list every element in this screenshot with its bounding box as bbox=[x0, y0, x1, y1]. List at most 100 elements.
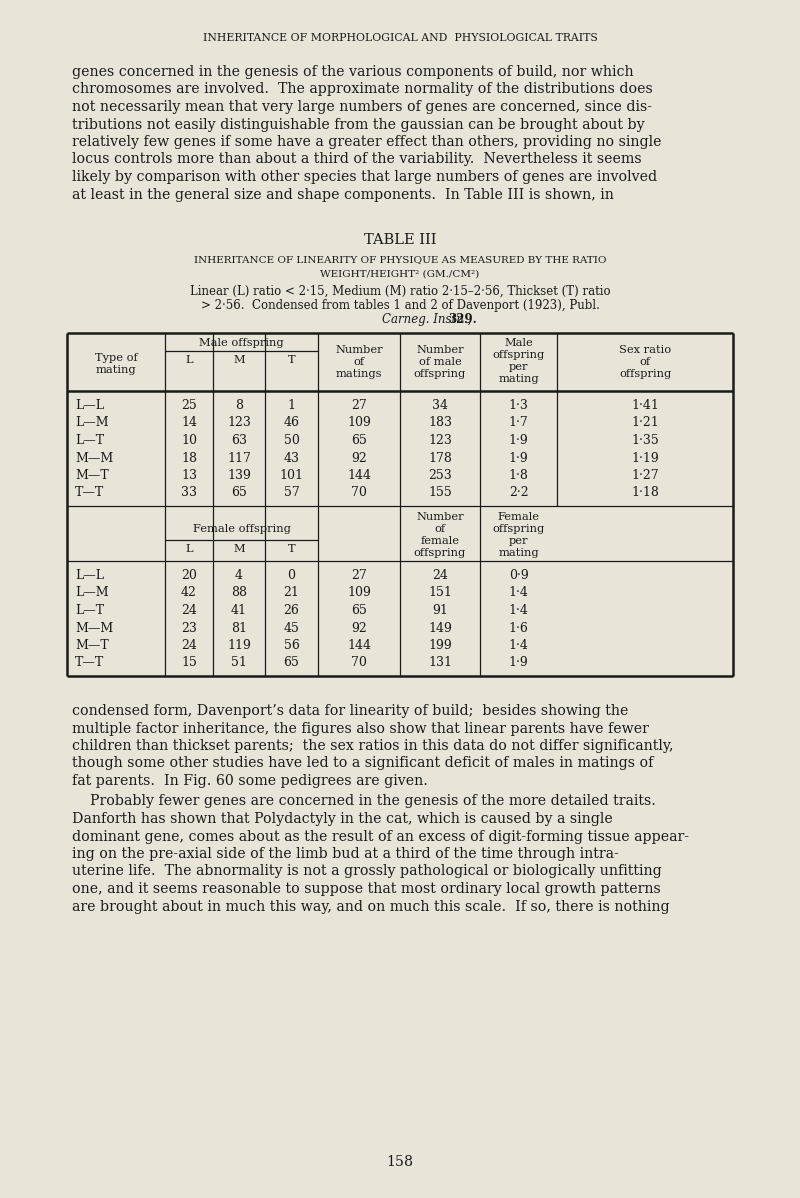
Text: M—M: M—M bbox=[75, 452, 114, 465]
Text: condensed form, Davenport’s data for linearity of build;  besides showing the: condensed form, Davenport’s data for lin… bbox=[72, 704, 628, 718]
Text: 1·3: 1·3 bbox=[509, 399, 529, 412]
Text: offspring: offspring bbox=[492, 350, 545, 361]
Text: L—M: L—M bbox=[75, 587, 109, 599]
Text: offspring: offspring bbox=[414, 547, 466, 558]
Text: 65: 65 bbox=[283, 657, 299, 670]
Text: 109: 109 bbox=[347, 587, 371, 599]
Text: 0: 0 bbox=[287, 569, 295, 582]
Text: 23: 23 bbox=[181, 622, 197, 635]
Text: L—T: L—T bbox=[75, 434, 104, 447]
Text: 199: 199 bbox=[428, 639, 452, 652]
Text: 65: 65 bbox=[351, 604, 367, 617]
Text: matings: matings bbox=[336, 369, 382, 379]
Text: L: L bbox=[186, 544, 193, 553]
Text: 20: 20 bbox=[181, 569, 197, 582]
Text: likely by comparison with other species that large numbers of genes are involved: likely by comparison with other species … bbox=[72, 170, 657, 184]
Text: 63: 63 bbox=[231, 434, 247, 447]
Text: offspring: offspring bbox=[492, 524, 545, 534]
Text: 1·18: 1·18 bbox=[631, 486, 659, 500]
Text: 18: 18 bbox=[181, 452, 197, 465]
Text: 91: 91 bbox=[432, 604, 448, 617]
Text: 27: 27 bbox=[351, 569, 367, 582]
Text: offspring: offspring bbox=[414, 369, 466, 379]
Text: 155: 155 bbox=[428, 486, 452, 500]
Text: Number: Number bbox=[416, 512, 464, 522]
Text: per: per bbox=[509, 362, 528, 373]
Text: M—T: M—T bbox=[75, 468, 109, 482]
Text: offspring: offspring bbox=[619, 369, 671, 379]
Text: 65: 65 bbox=[231, 486, 247, 500]
Text: 70: 70 bbox=[351, 486, 367, 500]
Text: 253: 253 bbox=[428, 468, 452, 482]
Text: INHERITANCE OF MORPHOLOGICAL AND  PHYSIOLOGICAL TRAITS: INHERITANCE OF MORPHOLOGICAL AND PHYSIOL… bbox=[202, 34, 598, 43]
Text: 57: 57 bbox=[284, 486, 299, 500]
Text: 1·4: 1·4 bbox=[509, 587, 529, 599]
Text: 56: 56 bbox=[283, 639, 299, 652]
Text: female: female bbox=[421, 536, 459, 546]
Text: Number: Number bbox=[335, 345, 383, 355]
Text: ing on the pre-axial side of the limb bud at a third of the time through intra-: ing on the pre-axial side of the limb bu… bbox=[72, 847, 618, 861]
Text: mating: mating bbox=[498, 374, 539, 385]
Text: 1·41: 1·41 bbox=[631, 399, 659, 412]
Text: 24: 24 bbox=[181, 639, 197, 652]
Text: relatively few genes if some have a greater effect than others, providing no sin: relatively few genes if some have a grea… bbox=[72, 135, 662, 149]
Text: T: T bbox=[288, 544, 295, 553]
Text: 1·35: 1·35 bbox=[631, 434, 659, 447]
Text: one, and it seems reasonable to suppose that most ordinary local growth patterns: one, and it seems reasonable to suppose … bbox=[72, 882, 661, 896]
Text: 101: 101 bbox=[279, 468, 303, 482]
Text: 27: 27 bbox=[351, 399, 367, 412]
Text: INHERITANCE OF LINEARITY OF PHYSIQUE AS MEASURED BY THE RATIO: INHERITANCE OF LINEARITY OF PHYSIQUE AS … bbox=[194, 255, 606, 264]
Text: tributions not easily distinguishable from the gaussian can be brought about by: tributions not easily distinguishable fr… bbox=[72, 117, 645, 132]
Text: 4: 4 bbox=[235, 569, 243, 582]
Text: 41: 41 bbox=[231, 604, 247, 617]
Text: 10: 10 bbox=[181, 434, 197, 447]
Text: 119: 119 bbox=[227, 639, 251, 652]
Text: at least in the general size and shape components.  In Table III is shown, in: at least in the general size and shape c… bbox=[72, 188, 614, 201]
Text: Probably fewer genes are concerned in the genesis of the more detailed traits.: Probably fewer genes are concerned in th… bbox=[72, 794, 656, 809]
Text: Linear (L) ratio < 2·15, Medium (M) ratio 2·15–2·56, Thickset (T) ratio: Linear (L) ratio < 2·15, Medium (M) rati… bbox=[190, 285, 610, 298]
Text: 1·19: 1·19 bbox=[631, 452, 659, 465]
Text: 24: 24 bbox=[432, 569, 448, 582]
Text: 123: 123 bbox=[227, 417, 251, 430]
Text: 14: 14 bbox=[181, 417, 197, 430]
Text: of: of bbox=[434, 524, 446, 534]
Text: L—T: L—T bbox=[75, 604, 104, 617]
Text: L—M: L—M bbox=[75, 417, 109, 430]
Text: 13: 13 bbox=[181, 468, 197, 482]
Text: children than thickset parents;  the sex ratios in this data do not differ signi: children than thickset parents; the sex … bbox=[72, 739, 674, 754]
Text: of male: of male bbox=[418, 357, 462, 367]
Text: 1·9: 1·9 bbox=[509, 657, 528, 670]
Text: Female: Female bbox=[498, 512, 539, 522]
Text: 0·9: 0·9 bbox=[509, 569, 528, 582]
Text: 42: 42 bbox=[181, 587, 197, 599]
Text: 92: 92 bbox=[351, 452, 367, 465]
Text: M: M bbox=[233, 355, 245, 365]
Text: multiple factor inheritance, the figures also show that linear parents have fewe: multiple factor inheritance, the figures… bbox=[72, 721, 649, 736]
Text: 34: 34 bbox=[432, 399, 448, 412]
Text: 1·7: 1·7 bbox=[509, 417, 528, 430]
Text: WEIGHT/HEIGHT² (GM./CM²): WEIGHT/HEIGHT² (GM./CM²) bbox=[320, 270, 480, 279]
Text: Male offspring: Male offspring bbox=[199, 338, 284, 347]
Text: 15: 15 bbox=[181, 657, 197, 670]
Text: T—T: T—T bbox=[75, 486, 104, 500]
Text: 88: 88 bbox=[231, 587, 247, 599]
Text: T: T bbox=[288, 355, 295, 365]
Text: dominant gene, comes about as the result of an excess of digit-forming tissue ap: dominant gene, comes about as the result… bbox=[72, 829, 689, 843]
Text: 139: 139 bbox=[227, 468, 251, 482]
Text: 178: 178 bbox=[428, 452, 452, 465]
Text: 109: 109 bbox=[347, 417, 371, 430]
Text: per: per bbox=[509, 536, 528, 546]
Text: 1·8: 1·8 bbox=[509, 468, 529, 482]
Text: chromosomes are involved.  The approximate normality of the distributions does: chromosomes are involved. The approximat… bbox=[72, 83, 653, 97]
Text: 65: 65 bbox=[351, 434, 367, 447]
Text: though some other studies have led to a significant deficit of males in matings : though some other studies have led to a … bbox=[72, 756, 654, 770]
Text: fat parents.  In Fig. 60 some pedigrees are given.: fat parents. In Fig. 60 some pedigrees a… bbox=[72, 774, 428, 788]
Text: L—L: L—L bbox=[75, 399, 104, 412]
Text: 46: 46 bbox=[283, 417, 299, 430]
Text: Female offspring: Female offspring bbox=[193, 524, 290, 534]
Text: 70: 70 bbox=[351, 657, 367, 670]
Text: 51: 51 bbox=[231, 657, 247, 670]
Text: Number: Number bbox=[416, 345, 464, 355]
Text: 1: 1 bbox=[287, 399, 295, 412]
Text: 144: 144 bbox=[347, 639, 371, 652]
